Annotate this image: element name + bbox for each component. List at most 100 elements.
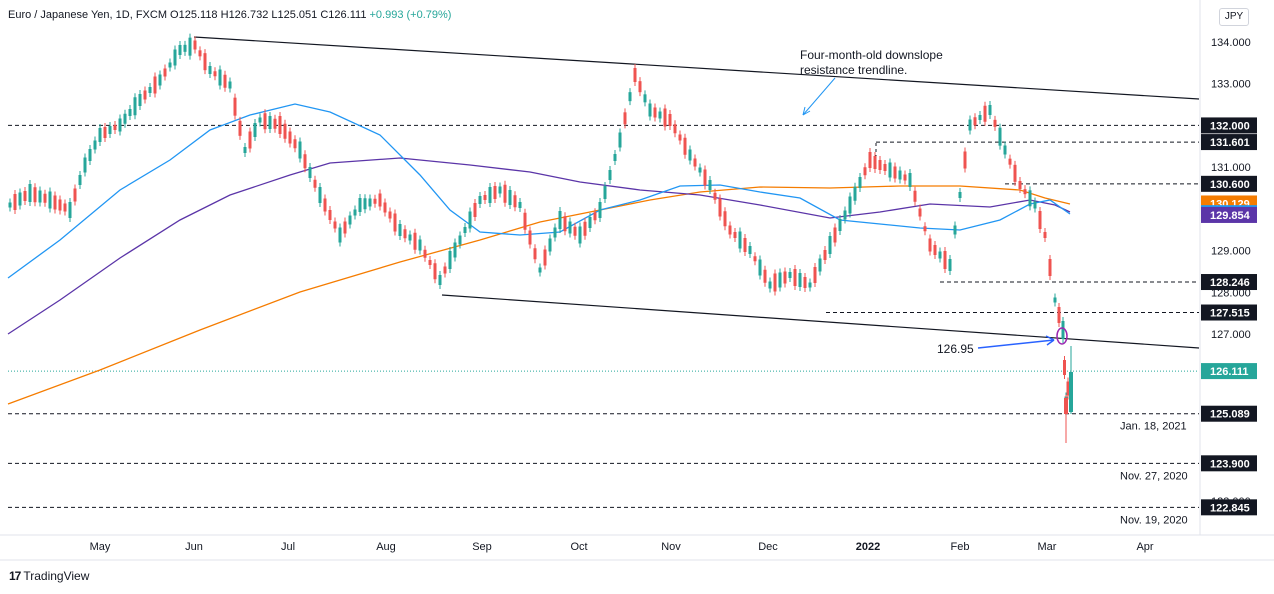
candle-body xyxy=(1008,158,1012,165)
candle-body xyxy=(983,105,987,122)
candle-body xyxy=(728,225,732,235)
candle-body xyxy=(313,179,317,188)
candle-body xyxy=(1053,297,1057,303)
price-label: 123.900 xyxy=(1210,458,1250,470)
candle-body xyxy=(363,198,367,210)
high-value: H126.732 xyxy=(220,9,269,21)
candle-body xyxy=(1048,259,1052,276)
candle-body xyxy=(638,81,642,93)
candle-body xyxy=(258,117,262,123)
price-label: 125.089 xyxy=(1210,409,1250,421)
candle-body xyxy=(1028,190,1032,207)
candle-body xyxy=(268,116,272,129)
price-label-bg xyxy=(1201,304,1257,321)
candle-body xyxy=(783,271,787,284)
y-tick-label: 131.000 xyxy=(1211,162,1251,174)
candle-body xyxy=(428,260,432,265)
candle-body xyxy=(273,118,277,129)
candle-body xyxy=(1013,164,1017,182)
candle-body xyxy=(533,248,537,260)
candle-body xyxy=(323,198,327,212)
symbol-title: Euro / Japanese Yen, 1D, FXCM xyxy=(8,9,167,21)
candle-body xyxy=(608,170,612,180)
candle-body xyxy=(653,107,657,118)
candle-body xyxy=(413,232,417,250)
price-label-bg xyxy=(1201,405,1257,422)
candle-body xyxy=(123,113,127,124)
candle-body xyxy=(788,272,792,278)
x-tick-label: Nov xyxy=(661,541,681,553)
candle-body xyxy=(263,113,267,130)
candle-body xyxy=(138,94,142,106)
candle-body xyxy=(548,238,552,252)
price-label-bg xyxy=(1201,117,1257,134)
candle-body xyxy=(898,170,902,180)
candle-body xyxy=(818,258,822,272)
candle-body xyxy=(743,238,747,252)
candle-body xyxy=(233,97,237,116)
support-trendline xyxy=(441,294,1200,349)
breakout-label: 126.95 xyxy=(937,342,974,356)
candle-body xyxy=(813,267,817,283)
candle-body xyxy=(733,232,737,238)
price-label: 127.515 xyxy=(1210,308,1250,320)
candle-body xyxy=(868,152,872,168)
ma-50-line xyxy=(7,103,1071,279)
candle-body xyxy=(1069,372,1073,412)
candle-body xyxy=(878,160,882,170)
candle-body xyxy=(1003,145,1007,155)
candle-body xyxy=(978,115,982,120)
candle-body xyxy=(423,249,427,258)
candle-body xyxy=(1063,360,1066,375)
candle-body xyxy=(18,192,22,206)
breakout-arrow-head xyxy=(1045,335,1055,346)
candle-body xyxy=(588,217,592,228)
trendline-annotation: resistance trendline. xyxy=(800,63,907,77)
x-tick-label: Sep xyxy=(472,541,492,553)
tradingview-logo[interactable]: 17 TradingView xyxy=(9,569,89,583)
price-label: 132.000 xyxy=(1210,120,1250,132)
candle-body xyxy=(333,221,337,229)
candle-body xyxy=(358,198,362,212)
x-tick-label: Aug xyxy=(376,541,396,553)
candle-body xyxy=(208,66,212,74)
candle-body xyxy=(503,184,507,203)
candle-body xyxy=(188,37,192,56)
candle-body xyxy=(998,127,1002,146)
candle-body xyxy=(903,174,907,181)
trendline-annotation: Four-month-old downslope xyxy=(800,48,943,62)
candle-body xyxy=(193,40,197,50)
candle-body xyxy=(758,259,762,276)
candle-body xyxy=(708,180,712,190)
candle-body xyxy=(1061,321,1065,339)
candle-body xyxy=(883,164,887,171)
candle-body xyxy=(488,187,492,203)
candle-body xyxy=(948,259,952,271)
candle-body xyxy=(583,221,587,236)
candle-body xyxy=(673,124,677,134)
price-label: 128.246 xyxy=(1210,277,1250,289)
candle-body xyxy=(628,92,632,102)
candle-body xyxy=(973,117,977,126)
candle-body xyxy=(1064,398,1068,414)
candle-body xyxy=(438,275,442,285)
open-value: O125.118 xyxy=(170,9,218,21)
candle-body xyxy=(248,131,252,149)
y-tick-label: 134.000 xyxy=(1211,37,1251,49)
candle-body xyxy=(308,167,312,178)
candle-body xyxy=(283,123,287,139)
candle-body xyxy=(603,186,607,199)
candle-body xyxy=(958,192,962,198)
candle-body xyxy=(143,90,147,100)
candle-body xyxy=(768,281,772,289)
candle-body xyxy=(873,156,877,169)
candle-body xyxy=(1066,381,1070,396)
candle-body xyxy=(578,226,582,244)
close-value: C126.111 xyxy=(320,9,367,21)
candle-body xyxy=(853,186,857,201)
currency-button[interactable]: JPY xyxy=(1219,8,1249,26)
tradingview-logo-icon: 17 xyxy=(9,569,21,583)
candle-body xyxy=(703,169,707,186)
candle-body xyxy=(198,50,202,57)
